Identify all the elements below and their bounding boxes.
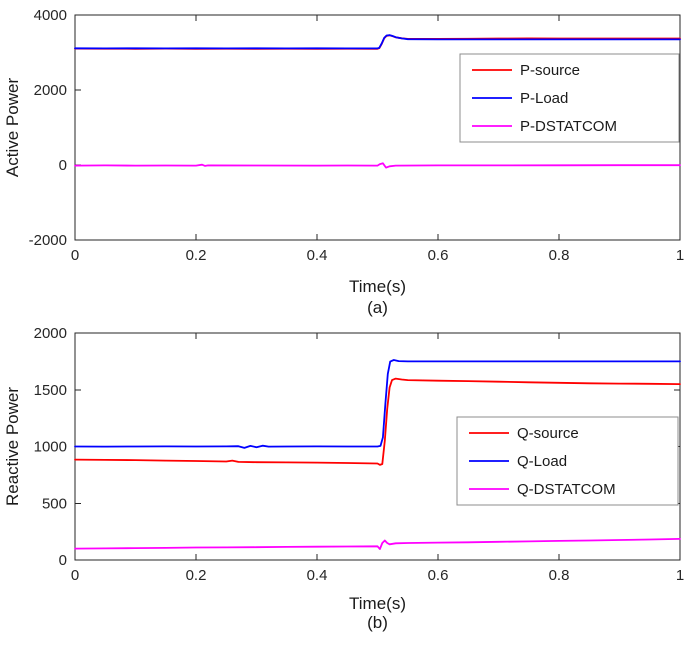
y-tick-label: 1000: [34, 439, 67, 456]
series-Q-source: [74, 377, 681, 466]
x-tick-label: 0.4: [307, 567, 328, 584]
x-tick-label: 0.2: [186, 247, 207, 264]
chart-b-svg: 0 0.2 0.4 0.6 0.8 1 0 500 1000 1500 2000 Reactive P…: [3, 325, 684, 613]
legend-label: P-DSTATCOM: [520, 118, 617, 135]
y-tick-label: 0: [59, 552, 67, 569]
series-P-source: [74, 34, 681, 50]
x-tick-label: 0: [71, 567, 79, 584]
series-Q-DSTATCOM: [74, 537, 681, 551]
x-tick-label: 1: [676, 567, 684, 584]
x-tick-label: 0.8: [549, 567, 570, 584]
y-tick-label: -2000: [29, 232, 67, 249]
legend-label: Q-Load: [517, 453, 567, 470]
reactive-power-chart: 0 0.2 0.4 0.6 0.8 1 0 500 1000 1500 2000 Reactive P…: [0, 325, 700, 650]
x-tick-label: 0.8: [549, 247, 570, 264]
x-tick-label: 0.6: [428, 567, 449, 584]
x-tick-label: 0: [71, 247, 79, 264]
x-tick-label: 0.2: [186, 567, 207, 584]
series-P-Load: [74, 34, 681, 50]
x-tick-label: 0.4: [307, 247, 328, 264]
subplot-caption-a: (a): [367, 298, 388, 317]
legend-label: P-source: [520, 62, 580, 79]
y-axis-label: Active Power: [3, 78, 22, 178]
legend-label: Q-source: [517, 425, 579, 442]
legend-label: P-Load: [520, 90, 568, 107]
y-tick-label: 0: [59, 157, 67, 174]
series-Q-Load: [74, 359, 681, 449]
y-tick-label: 2000: [34, 82, 67, 99]
plot-frame: [74, 14, 681, 241]
subplot-caption-b: (b): [367, 613, 388, 632]
x-axis-label: Time(s): [349, 594, 406, 613]
x-tick-label: 1: [676, 247, 684, 264]
series-P-DSTATCOM: [74, 162, 681, 169]
y-tick-label: 4000: [34, 7, 67, 24]
active-power-chart: 0 0.2 0.4 0.6 0.8 1 -2000 0 2000 4000 Active Power…: [3, 7, 684, 296]
x-axis-label: Time(s): [349, 277, 406, 296]
legend-label: Q-DSTATCOM: [517, 481, 616, 498]
y-tick-label: 2000: [34, 325, 67, 342]
y-axis-label: Reactive Power: [3, 387, 22, 506]
y-tick-label: 500: [42, 495, 67, 512]
y-tick-label: 1500: [34, 382, 67, 399]
x-tick-label: 0.6: [428, 247, 449, 264]
